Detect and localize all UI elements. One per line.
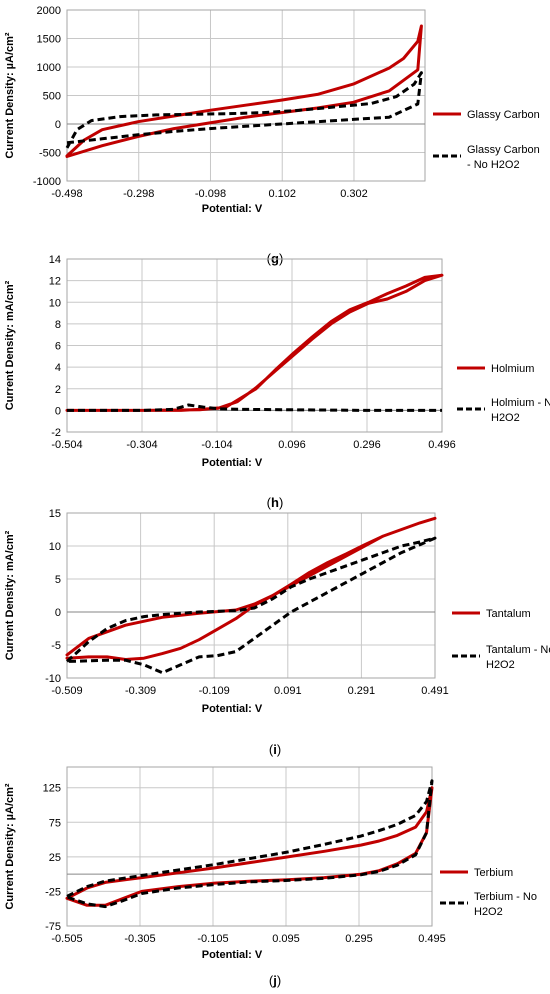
y-tick-label: 0 — [55, 607, 61, 619]
plot-area-border — [66, 512, 436, 679]
legend-label: - No H2O2 — [467, 159, 520, 171]
y-axis-title: Current Density: mA/cm² — [4, 280, 16, 410]
series-line-with-h2o2 — [65, 273, 444, 412]
x-tick-label: 0.102 — [268, 188, 296, 200]
series-line-with-h2o2 — [65, 786, 434, 907]
y-tick-label: -10 — [45, 673, 61, 685]
y-tick-label: -75 — [45, 921, 61, 933]
y-tick-label: 10 — [49, 541, 61, 553]
series-line-no-h2o2 — [66, 779, 434, 909]
chart-panel-1: -1000 -500 0 500 1000 1500 2000 -0.498 -0.298 -0.… — [4, 5, 540, 266]
y-tick-label: -500 — [39, 148, 61, 160]
chart-panel-3: -10 -5 0 5 10 15 -0.509 -0.309 -0.109 0.091 0.291 0… — [4, 508, 550, 757]
y-tick-label: 500 — [43, 91, 61, 103]
y-tick-label: 1500 — [37, 34, 61, 46]
series-line-no-h2o2 — [65, 71, 423, 149]
y-tick-label: 2000 — [37, 5, 61, 17]
plot-area-border — [66, 766, 433, 927]
y-tick-label: 15 — [49, 508, 61, 520]
x-tick-label: 0.491 — [421, 685, 449, 697]
y-tick-label: 1000 — [37, 62, 61, 74]
x-tick-label: -0.305 — [124, 933, 155, 945]
y-axis-title: Current Density: µA/cm² — [4, 783, 16, 909]
y-tick-label: 125 — [43, 783, 61, 795]
y-tick-label: 6 — [55, 341, 61, 353]
y-tick-label: -25 — [45, 886, 61, 898]
y-tick-label: 2 — [55, 384, 61, 396]
series-line-with-h2o2 — [65, 24, 423, 158]
plot-area-border — [66, 9, 426, 182]
y-tick-label: 12 — [49, 276, 61, 288]
plot-area-border — [66, 258, 443, 433]
legend-label: H2O2 — [486, 659, 515, 671]
y-tick-label: -5 — [51, 640, 61, 652]
panel-caption: (h) — [267, 495, 284, 510]
legend-label: Terbium — [474, 867, 513, 879]
legend-label: Tantalum — [486, 608, 531, 620]
series-line-with-h2o2 — [65, 516, 437, 661]
y-tick-label: -2 — [51, 427, 61, 439]
x-tick-label: -0.104 — [201, 439, 232, 451]
x-tick-label: -0.509 — [51, 685, 82, 697]
y-tick-label: 10 — [49, 297, 61, 309]
x-tick-label: -0.304 — [126, 439, 157, 451]
y-tick-label: 4 — [55, 362, 61, 374]
x-tick-label: -0.109 — [199, 685, 230, 697]
y-tick-label: 5 — [55, 574, 61, 586]
x-tick-label: 0.291 — [348, 685, 376, 697]
x-tick-label: 0.496 — [428, 439, 456, 451]
y-tick-label: 8 — [55, 319, 61, 331]
legend-label: Glassy Carbon — [467, 109, 540, 121]
y-axis-title: Current Density: µA/cm² — [4, 32, 16, 158]
x-tick-label: 0.495 — [418, 933, 446, 945]
legend-label: H2O2 — [474, 906, 503, 918]
x-tick-label: 0.296 — [353, 439, 381, 451]
legend-label: Holmium — [491, 363, 534, 375]
panel-caption: (i) — [269, 742, 281, 757]
x-tick-label: 0.091 — [274, 685, 302, 697]
x-tick-label: -0.298 — [123, 188, 154, 200]
legend-label: Glassy Carbon — [467, 144, 540, 156]
x-tick-label: -0.098 — [195, 188, 226, 200]
series-line-no-h2o2 — [67, 403, 442, 412]
legend-label: Tantalum - No — [486, 644, 550, 656]
x-axis-title: Potential: V — [202, 703, 263, 715]
y-tick-label: 0 — [55, 405, 61, 417]
y-axis-title: Current Density: mA/cm² — [4, 530, 16, 660]
x-axis-title: Potential: V — [202, 949, 263, 961]
panel-caption: (j) — [269, 973, 281, 988]
legend-label: Terbium - No — [474, 891, 537, 903]
x-tick-label: -0.498 — [51, 188, 82, 200]
chart-panel-4: -75 -25 25 75 125 -0.505 -0.305 -0.105 0.095 0.29… — [4, 766, 537, 988]
x-tick-label: 0.096 — [278, 439, 306, 451]
x-tick-label: 0.095 — [272, 933, 300, 945]
y-tick-label: -1000 — [33, 176, 61, 188]
x-axis-title: Potential: V — [202, 457, 263, 469]
x-tick-label: -0.309 — [125, 685, 156, 697]
chart-panel-2: -2 0 2 4 6 8 10 12 14 -0.504 -0.304 -0.104 0.096 0.29… — [4, 254, 550, 510]
y-tick-label: 14 — [49, 254, 61, 266]
x-tick-label: 0.295 — [345, 933, 373, 945]
y-tick-label: 75 — [49, 817, 61, 829]
x-tick-label: -0.505 — [51, 933, 82, 945]
x-axis-title: Potential: V — [202, 203, 263, 215]
legend-label: Holmium - No — [491, 397, 550, 409]
x-tick-label: 0.302 — [340, 188, 368, 200]
y-tick-label: 0 — [55, 119, 61, 131]
legend-label: H2O2 — [491, 412, 520, 424]
y-tick-label: 25 — [49, 852, 61, 864]
x-tick-label: -0.105 — [197, 933, 228, 945]
series-line-no-h2o2 — [65, 536, 437, 675]
x-tick-label: -0.504 — [51, 439, 82, 451]
